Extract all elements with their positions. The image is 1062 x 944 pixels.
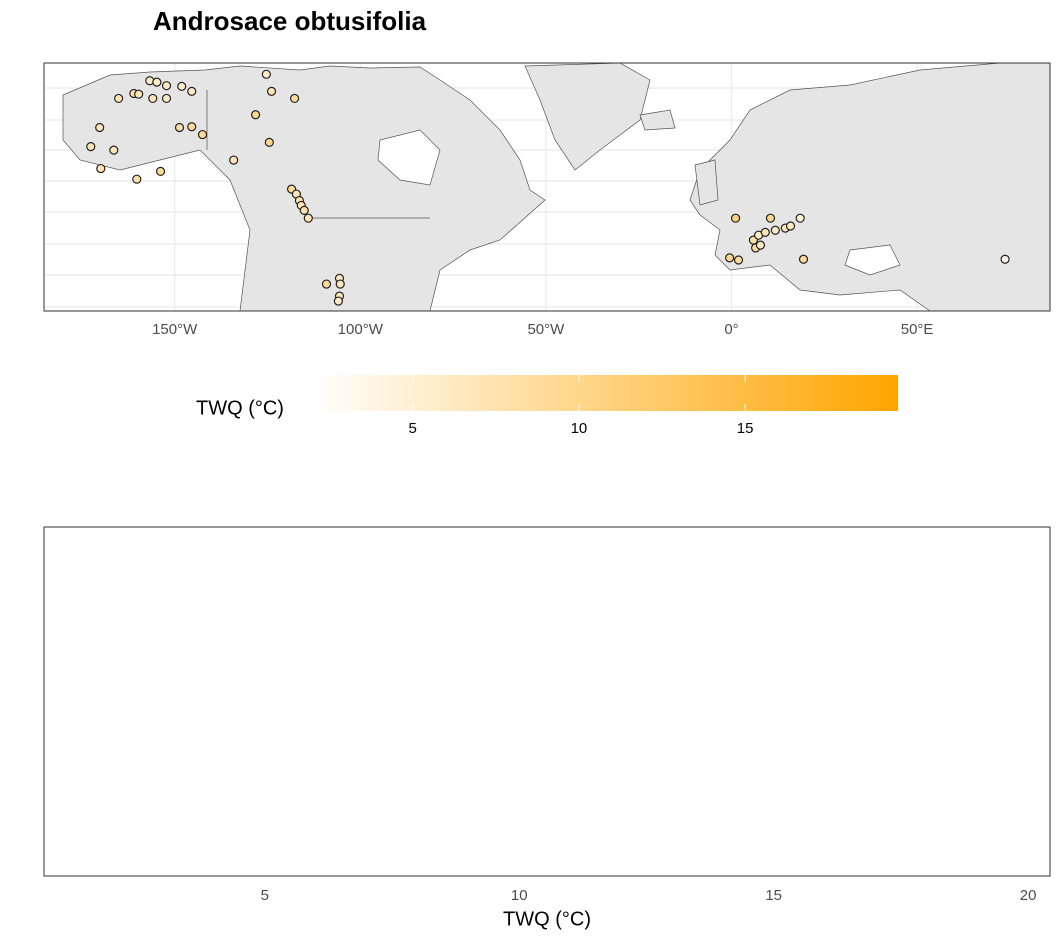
occurrence-point xyxy=(95,122,105,133)
occurrence-point xyxy=(733,255,744,265)
occurrence-point xyxy=(152,77,162,87)
occurrence-point xyxy=(177,81,187,91)
x-axis-title: TWQ (°C) xyxy=(503,908,591,930)
map-panel xyxy=(44,63,1050,311)
x-tick-label: 10 xyxy=(511,887,528,904)
occurrence-point xyxy=(266,86,277,96)
occurrence-point xyxy=(785,221,796,231)
occurrence-point xyxy=(335,279,345,289)
density-panel: 5 10 15 20 TWQ (°C) xyxy=(43,526,1051,930)
occurrence-point xyxy=(187,86,197,96)
occurrence-point xyxy=(765,213,776,223)
occurrence-point xyxy=(795,213,805,223)
occurrence-point xyxy=(264,137,274,147)
occurrence-point xyxy=(299,205,309,215)
occurrence-point xyxy=(289,93,300,104)
title: Androsace obtusifolia xyxy=(153,6,427,36)
occurrence-point xyxy=(261,69,271,79)
x-tick-label: 20 xyxy=(1020,887,1037,904)
x-tick-label: 15 xyxy=(765,887,782,904)
occurrence-point xyxy=(725,253,735,263)
map-border xyxy=(43,62,1051,312)
occurrence-point xyxy=(197,129,208,140)
occurrence-point xyxy=(250,110,261,120)
occurrence-point xyxy=(303,213,313,223)
occurrence-point xyxy=(755,240,766,250)
occurrence-point xyxy=(134,89,144,99)
legend-title: TWQ (°C) xyxy=(196,397,284,419)
occurrence-point xyxy=(114,93,124,104)
occurrence-point xyxy=(333,296,343,306)
occurrence-point xyxy=(148,93,158,104)
occurrence-point xyxy=(770,225,780,235)
occurrence-point xyxy=(187,122,197,132)
colorbar-ramp xyxy=(313,375,898,411)
colorbar: TWQ (°C) 5 10 15 xyxy=(196,375,898,437)
occurrence-point xyxy=(155,166,166,177)
x-tick-label: 5 xyxy=(261,887,269,904)
occurrence-point xyxy=(161,81,172,91)
occurrence-point xyxy=(86,142,96,152)
x-tick-label: 150°W xyxy=(152,321,198,338)
occurrence-point xyxy=(132,174,142,184)
occurrence-point xyxy=(109,145,119,155)
occurrence-point xyxy=(760,227,770,237)
density-border xyxy=(43,526,1051,877)
legend-tick-label: 15 xyxy=(737,420,754,437)
occurrence-point xyxy=(96,163,106,174)
x-tick-label: 50°E xyxy=(901,321,934,338)
occurrence-point xyxy=(321,279,332,289)
x-tick-label: 50°W xyxy=(527,321,565,338)
occurrence-point xyxy=(730,213,741,223)
occurrence-point xyxy=(229,155,239,165)
occurrence-point xyxy=(174,122,185,133)
occurrence-point xyxy=(798,254,809,264)
legend-tick-label: 10 xyxy=(571,420,588,437)
occurrence-point xyxy=(161,93,172,104)
occurrence-point xyxy=(1000,254,1010,264)
x-tick-label: 0° xyxy=(724,321,738,338)
x-tick-label: 100°W xyxy=(338,321,384,338)
legend-tick-label: 5 xyxy=(409,420,417,437)
